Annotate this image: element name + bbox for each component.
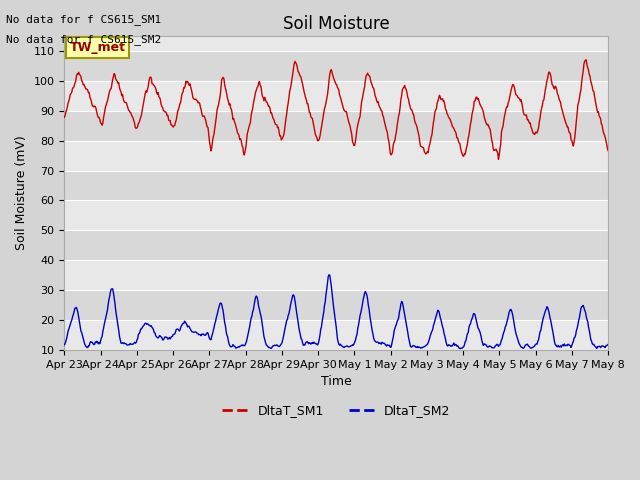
Legend: DltaT_SM1, DltaT_SM2: DltaT_SM1, DltaT_SM2 — [218, 399, 455, 422]
Bar — [64, 320, 608, 350]
Text: No data for f CS615_SM2: No data for f CS615_SM2 — [6, 34, 162, 45]
Bar — [64, 230, 608, 260]
X-axis label: Time: Time — [321, 375, 351, 388]
Bar — [64, 51, 608, 81]
Text: No data for f CS615_SM1: No data for f CS615_SM1 — [6, 14, 162, 25]
Bar — [64, 81, 608, 111]
Bar — [64, 290, 608, 320]
Bar — [64, 260, 608, 290]
Y-axis label: Soil Moisture (mV): Soil Moisture (mV) — [15, 136, 28, 251]
Title: Soil Moisture: Soil Moisture — [283, 15, 390, 33]
Bar — [64, 170, 608, 201]
Text: TW_met: TW_met — [70, 41, 125, 54]
Bar — [64, 111, 608, 141]
Bar — [64, 141, 608, 170]
Bar — [64, 201, 608, 230]
